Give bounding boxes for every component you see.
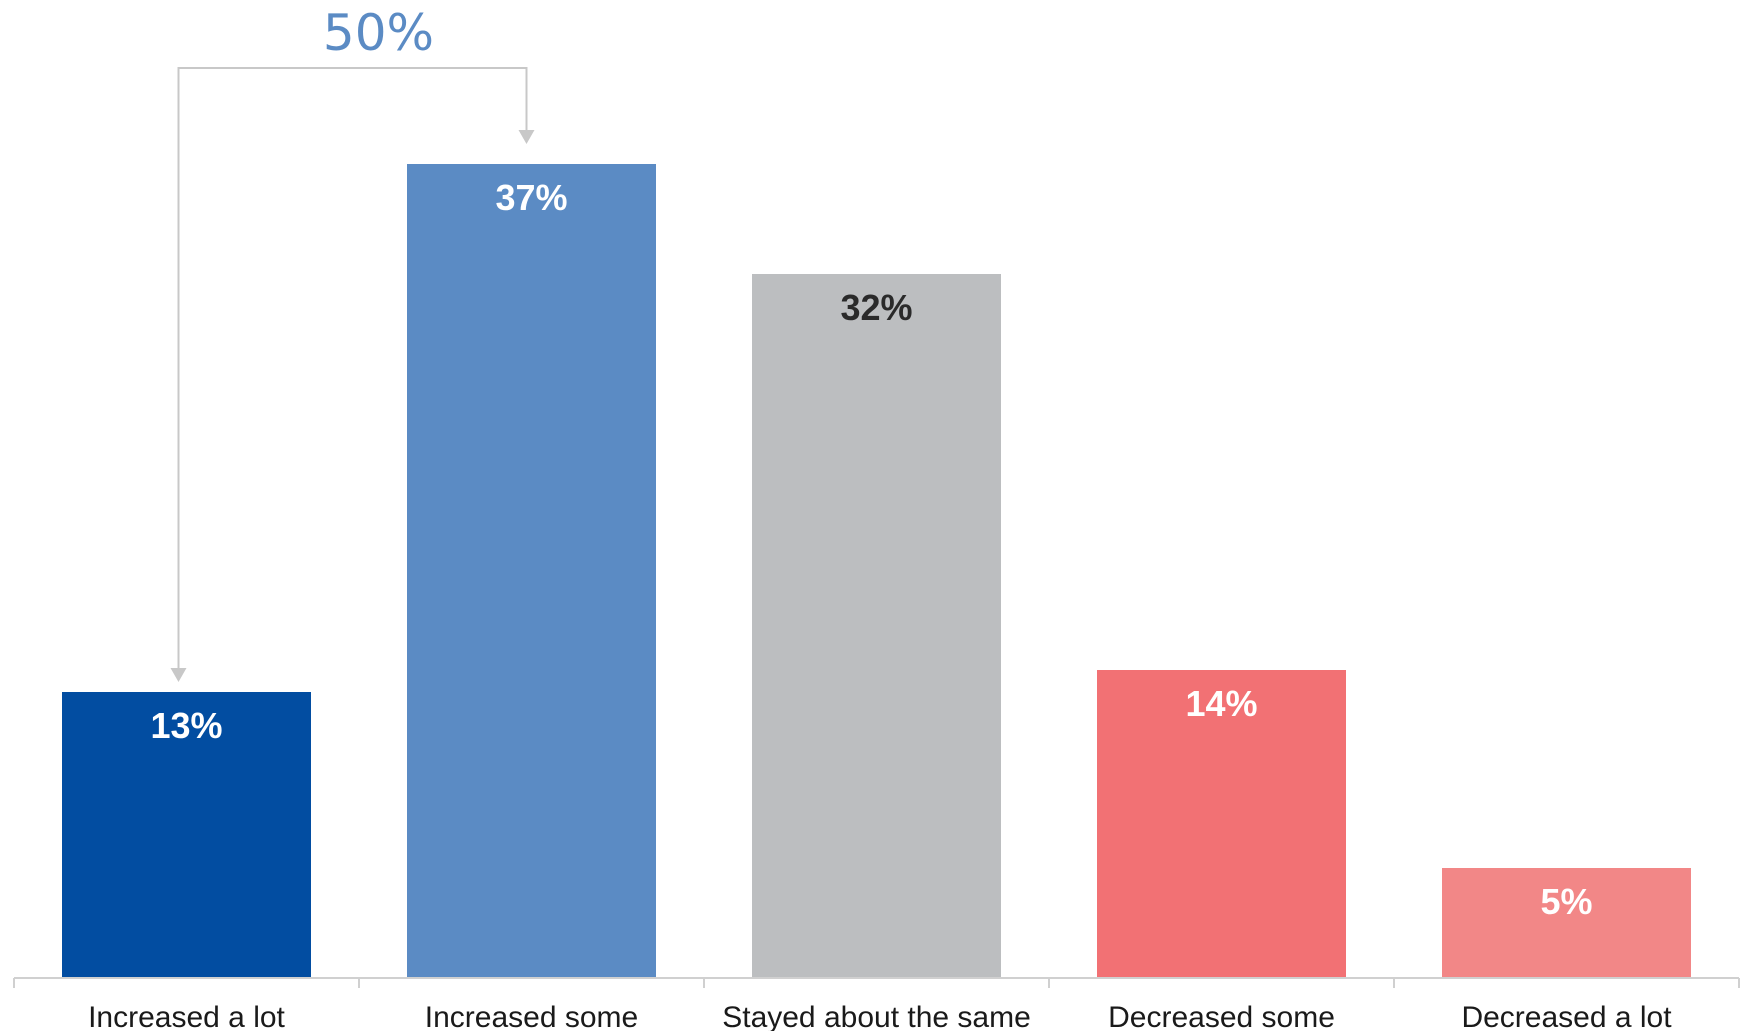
bar-3 (1097, 670, 1346, 978)
bracket-total-label: 50% (323, 4, 434, 62)
category-label-1: Increased some (425, 1001, 638, 1031)
category-label-3: Decreased some (1108, 1001, 1335, 1031)
value-label-4: 5% (1540, 881, 1592, 922)
value-label-2: 32% (840, 287, 912, 328)
annotation-bracket: 50% (170, 4, 535, 682)
value-label-0: 13% (150, 705, 222, 746)
bracket-line (177, 67, 528, 680)
x-axis-ticks (13, 978, 1740, 988)
category-label-4: Decreased a lot (1461, 1001, 1672, 1031)
bar-4 (1442, 868, 1691, 978)
bracket-arrow-right (518, 130, 535, 144)
bar-2 (752, 274, 1001, 978)
category-label-2: Stayed about the same (722, 1001, 1031, 1031)
bar-0 (62, 692, 311, 978)
category-label-0: Increased a lot (88, 1001, 285, 1031)
bars-group (62, 164, 1691, 978)
bar-1 (407, 164, 656, 978)
bracket-arrow-left (170, 668, 187, 682)
labels-group: 13% Increased a lot 37% Increased some 32% St… (88, 177, 1672, 1031)
value-label-1: 37% (495, 177, 567, 218)
value-label-3: 14% (1185, 683, 1257, 724)
